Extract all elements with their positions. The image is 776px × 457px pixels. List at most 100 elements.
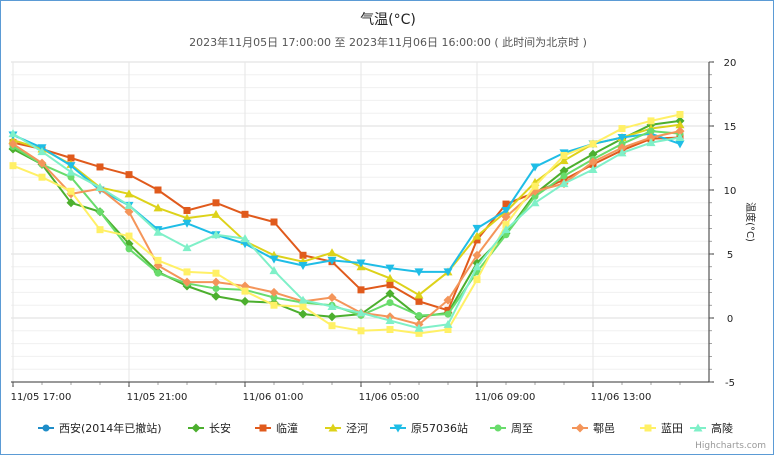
data-point <box>124 200 134 209</box>
data-point <box>124 189 134 198</box>
chart-subtitle: 2023年11月05日 17:00:00 至 2023年11月06日 16:00… <box>189 35 587 49</box>
x-tick-label: 11/05 17:00 <box>11 392 72 403</box>
data-point <box>646 138 656 147</box>
x-tick-label: 11/06 05:00 <box>359 392 420 403</box>
data-point <box>472 262 482 271</box>
data-point <box>9 162 17 170</box>
series-line <box>12 130 681 326</box>
data-point <box>327 312 337 322</box>
legend-marker <box>494 424 502 432</box>
legend-item[interactable]: 泾河 <box>325 422 368 435</box>
y-tick-label: 10 <box>724 186 737 197</box>
data-point <box>675 126 685 136</box>
data-point <box>676 110 684 118</box>
y-tick-label: 15 <box>724 122 737 133</box>
data-point <box>327 248 337 257</box>
data-point <box>124 207 134 217</box>
data-point <box>183 268 191 276</box>
legend-label: 泾河 <box>346 422 368 435</box>
data-point <box>472 250 482 260</box>
legend-item[interactable]: 长安 <box>188 421 231 435</box>
data-point <box>385 264 395 273</box>
legend-item[interactable]: 原57036站 <box>390 421 468 435</box>
legend-marker <box>42 424 50 432</box>
data-point <box>37 158 47 168</box>
data-point <box>96 226 104 234</box>
data-point <box>385 316 395 325</box>
legend-label: 蓝田 <box>661 422 683 435</box>
legend-marker <box>575 423 585 433</box>
legend-item[interactable]: 蓝田 <box>640 422 683 435</box>
data-point <box>444 326 452 334</box>
data-point <box>182 219 192 228</box>
data-point <box>444 310 452 318</box>
data-point <box>356 308 366 317</box>
data-point <box>414 268 424 277</box>
data-point <box>560 172 568 180</box>
data-point <box>588 149 598 159</box>
data-point <box>241 210 249 218</box>
data-point <box>66 162 76 171</box>
data-point <box>501 212 511 222</box>
data-point <box>443 319 453 328</box>
data-point <box>589 140 597 148</box>
series-line <box>12 132 681 330</box>
legend-marker <box>191 423 201 433</box>
x-tick-label: 11/06 13:00 <box>591 392 652 403</box>
data-point <box>675 133 685 142</box>
data-point <box>327 256 337 265</box>
legend-item[interactable]: 鄠邑 <box>572 422 615 435</box>
legend-label: 西安(2014年已撤站) <box>59 421 162 435</box>
data-point <box>357 327 365 335</box>
data-point <box>298 262 308 271</box>
legend-item[interactable]: 临潼 <box>255 421 298 435</box>
data-point <box>95 182 105 191</box>
data-point <box>501 225 511 234</box>
data-point <box>617 148 627 157</box>
data-point <box>182 213 192 222</box>
data-point <box>96 163 104 171</box>
legend-marker <box>393 424 403 433</box>
data-point <box>531 192 539 200</box>
legend-label: 长安 <box>209 421 231 435</box>
data-point <box>241 287 249 295</box>
data-point <box>473 276 481 284</box>
data-point <box>270 218 278 226</box>
data-point <box>125 232 133 240</box>
data-point <box>154 186 162 194</box>
data-point <box>414 290 424 299</box>
data-point <box>385 289 395 299</box>
data-point <box>675 120 685 129</box>
data-point <box>443 295 453 305</box>
y-tick-label: 0 <box>727 314 733 325</box>
data-point <box>588 157 598 167</box>
legend-label: 周至 <box>511 422 533 435</box>
data-point <box>67 187 75 195</box>
chart-title: 气温(°C) <box>360 12 416 28</box>
data-point <box>299 302 307 310</box>
y-tick-label: 5 <box>727 250 733 261</box>
legend-item[interactable]: 西安(2014年已撤站) <box>38 421 162 435</box>
data-point <box>8 139 18 149</box>
data-point <box>560 151 568 159</box>
data-point <box>8 129 18 138</box>
data-point <box>183 206 191 214</box>
data-point <box>502 221 510 229</box>
credits[interactable]: Highcharts.com <box>695 441 766 451</box>
data-point <box>327 293 337 303</box>
data-point <box>269 266 279 275</box>
legend-item[interactable]: 高陵 <box>690 421 733 435</box>
legend-item[interactable]: 周至 <box>490 422 533 435</box>
data-point <box>212 269 220 277</box>
data-point <box>617 134 627 143</box>
data-point <box>299 251 307 259</box>
data-point <box>211 291 221 301</box>
series-line <box>12 123 681 296</box>
data-point <box>270 301 278 309</box>
data-point <box>211 277 221 287</box>
data-point <box>66 167 76 176</box>
data-point <box>472 224 482 233</box>
data-point <box>356 259 366 268</box>
data-point <box>646 133 656 143</box>
data-point <box>153 227 163 236</box>
